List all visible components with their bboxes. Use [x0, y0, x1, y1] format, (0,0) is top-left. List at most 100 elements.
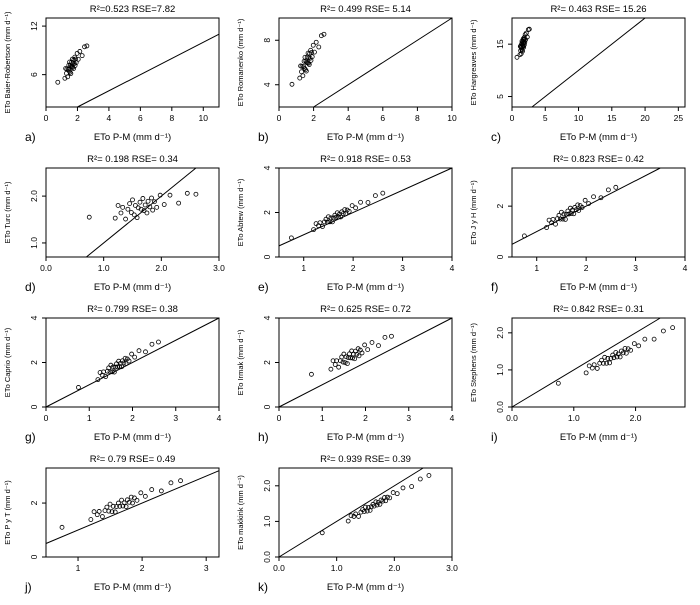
data-point	[344, 361, 350, 367]
data-point	[320, 224, 325, 229]
data-point	[387, 495, 393, 501]
x-tick-label: 3	[173, 413, 178, 423]
stats-annotation: R²=0.523 RSE=7.82	[90, 4, 176, 15]
data-point	[120, 204, 126, 210]
subplot-c: R²= 0.463 RSE= 15.26 0 5 10 15 20 25 5 15 c) ETo P…	[466, 0, 699, 150]
data-point	[123, 216, 128, 222]
x-tick-label: 3	[633, 263, 638, 273]
x-tick-label: 5	[543, 113, 548, 123]
x-tick-label: 8	[415, 113, 420, 123]
data-point	[79, 53, 85, 59]
data-point	[135, 205, 141, 211]
data-point	[123, 361, 129, 367]
y-tick-label: 2.0	[262, 480, 272, 492]
stats-annotation: R²= 0.842 RSE= 0.31	[553, 304, 644, 315]
x-tick-label: 1	[87, 413, 92, 423]
data-point	[126, 499, 132, 505]
y-axis-label: ETo makkink (mm d⁻¹)	[236, 475, 245, 550]
plot-canvas-c: R²= 0.463 RSE= 15.26 0 5 10 15 20 25 5 15 c) ETo P…	[469, 4, 686, 144]
x-axis-label: ETo P-M (mm d⁻¹)	[560, 132, 637, 143]
panel-letter: j)	[24, 580, 32, 594]
data-point	[119, 497, 125, 503]
stats-annotation: R²= 0.823 RSE= 0.42	[553, 154, 644, 165]
data-point	[76, 385, 81, 390]
data-point	[380, 190, 386, 196]
x-tick-label: 0	[277, 413, 282, 423]
data-point	[149, 487, 155, 492]
x-tick-label: 6	[138, 113, 143, 123]
data-point	[614, 354, 620, 360]
data-point	[356, 353, 362, 359]
data-point	[127, 201, 133, 206]
x-axis-label: ETo P-M (mm d⁻¹)	[94, 432, 171, 443]
data-point	[317, 220, 323, 226]
data-point	[88, 517, 94, 522]
y-tick-label: 1.0	[29, 237, 39, 249]
data-point	[394, 491, 400, 497]
data-point	[576, 208, 582, 213]
data-point	[193, 191, 199, 197]
data-point	[526, 26, 532, 32]
x-tick-label: 3	[204, 563, 209, 573]
subplot-a: R²=0.523 RSE=7.82 0 2 4 6 8 10 6 12 a) ETo P-M (mm…	[0, 0, 233, 150]
y-tick-label: 4	[262, 315, 272, 320]
subplot-f: R²= 0.823 RSE= 0.42 1 2 3 4 0 2 f) ETo P-M (mm d…	[466, 150, 699, 300]
panel-letter: a)	[25, 130, 36, 144]
data-point	[340, 359, 346, 365]
data-point	[131, 212, 137, 218]
data-point	[330, 358, 336, 364]
subplot-i: R²= 0.842 RSE= 0.31 0.0 1.0 2.0 0.0 1.0 2.0 i) E…	[466, 300, 699, 450]
x-axis-label: ETo P-M (mm d⁻¹)	[94, 132, 171, 143]
x-tick-label: 2	[130, 413, 135, 423]
y-tick-label: 2.0	[495, 327, 505, 339]
y-tick-label: 2	[29, 500, 39, 505]
y-axis-label: ETo Stephens (mm d⁻¹)	[469, 323, 478, 402]
x-axis-label: ETo P-M (mm d⁻¹)	[560, 432, 637, 443]
data-point	[161, 202, 167, 207]
data-point	[142, 202, 148, 208]
y-tick-label: 4	[262, 165, 272, 170]
identity-line	[511, 317, 661, 408]
plot-box	[278, 467, 453, 558]
data-point	[561, 211, 567, 217]
data-point	[77, 49, 83, 54]
data-point	[311, 227, 316, 233]
subplot-k: R²= 0.939 RSE= 0.39 0.0 1.0 2.0 3.0 0.0 1.0 2.0…	[233, 450, 466, 600]
data-point	[524, 34, 530, 40]
data-point	[620, 350, 626, 356]
data-point	[134, 215, 140, 221]
data-point	[143, 349, 148, 355]
data-point	[158, 488, 164, 494]
y-tick-label: 0	[262, 404, 272, 409]
panel-letter: f)	[491, 280, 498, 294]
y-tick-label: 6	[29, 72, 39, 77]
data-point	[119, 364, 125, 370]
y-axis-label: ETo Baier-Robertson (mm d⁻¹)	[3, 11, 12, 113]
data-point	[109, 369, 115, 375]
data-point	[132, 354, 138, 360]
data-point	[123, 504, 129, 509]
data-point	[321, 31, 327, 37]
data-point	[91, 509, 97, 515]
data-point	[372, 193, 378, 198]
data-point	[356, 514, 361, 519]
stats-annotation: R²= 0.939 RSE= 0.39	[320, 454, 411, 465]
x-tick-label: 25	[674, 113, 684, 123]
stats-annotation: R²= 0.799 RSE= 0.38	[87, 304, 178, 315]
y-axis-label: ETo J y H (mm d⁻¹)	[469, 180, 478, 245]
data-point	[178, 478, 183, 484]
x-tick-label: 1	[301, 263, 306, 273]
panel-letter: g)	[25, 430, 36, 444]
x-tick-label: 10	[199, 113, 209, 123]
stats-annotation: R²= 0.918 RSE= 0.53	[320, 154, 411, 165]
y-axis-label: ETo Caprio (mm d⁻¹)	[3, 327, 12, 397]
x-axis-label: ETo P-M (mm d⁻¹)	[327, 282, 404, 293]
data-point	[114, 504, 119, 509]
data-point	[670, 325, 676, 331]
data-point	[149, 341, 155, 347]
data-point	[167, 192, 173, 198]
x-tick-label: 3	[400, 263, 405, 273]
data-point	[385, 494, 390, 500]
data-point	[128, 210, 134, 215]
x-tick-label: 3.0	[446, 563, 458, 573]
